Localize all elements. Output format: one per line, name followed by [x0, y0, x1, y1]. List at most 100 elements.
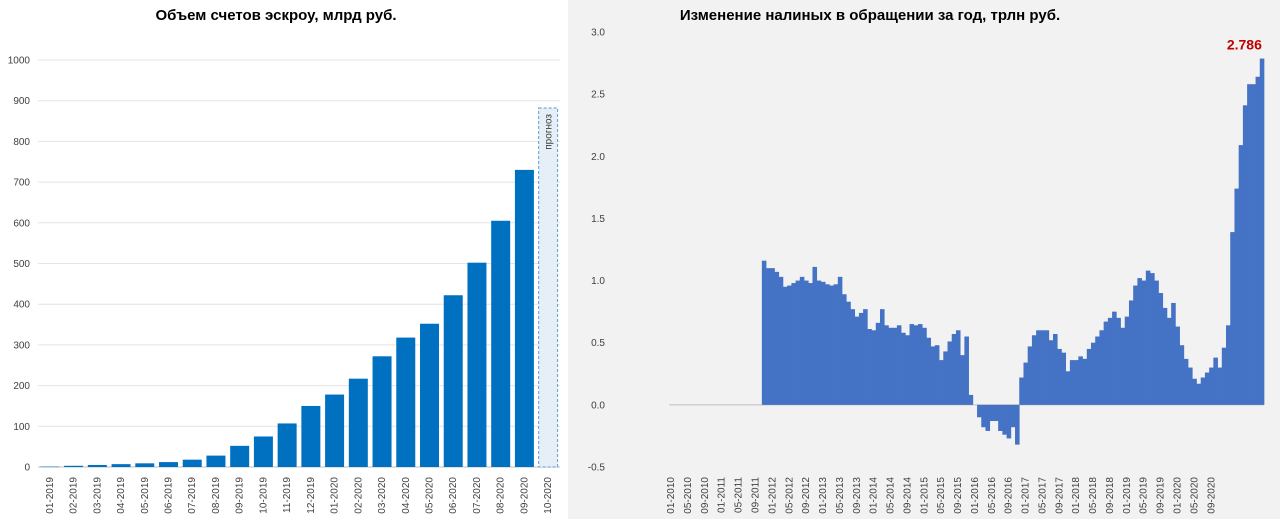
bar	[985, 404, 991, 431]
bar	[829, 285, 834, 405]
x-tick-label: 05-2012	[784, 477, 795, 514]
y-tick-label: 900	[13, 96, 30, 107]
bar	[1251, 84, 1256, 405]
bar	[846, 301, 851, 405]
bar	[64, 465, 84, 467]
bar	[1086, 348, 1092, 405]
x-tick-label: 10-2020	[543, 477, 554, 514]
bar	[977, 404, 982, 418]
bar	[795, 280, 801, 405]
bar	[1065, 371, 1071, 405]
x-tick-label: 01-2010	[666, 477, 677, 514]
bar	[1112, 311, 1117, 405]
bar	[1107, 317, 1113, 405]
bar	[1023, 362, 1029, 405]
bar	[1078, 356, 1083, 405]
bar	[135, 463, 155, 467]
x-tick-label: 01-2013	[818, 477, 829, 514]
bar	[1006, 404, 1012, 439]
bar	[491, 220, 511, 467]
x-tick-label: 03-2019	[92, 477, 103, 514]
bar	[1137, 278, 1142, 405]
bar	[1082, 358, 1088, 405]
bar	[787, 285, 792, 405]
x-tick-label: 05-2019	[140, 477, 151, 514]
bar	[1183, 358, 1189, 405]
y-tick-label: 300	[13, 340, 30, 351]
x-tick-label: 05-2011	[734, 477, 745, 513]
x-tick-label: 04-2019	[116, 477, 127, 514]
bar	[939, 360, 944, 405]
y-tick-label: 2.5	[591, 90, 605, 101]
x-tick-label: 09-2011	[751, 477, 762, 513]
x-tick-label: 09-2019	[1156, 477, 1167, 514]
bar	[1234, 188, 1240, 405]
bar	[947, 341, 953, 405]
x-tick-label: 05-2014	[886, 477, 897, 514]
x-tick-label: 02-2019	[69, 477, 80, 514]
x-tick-label: 01-2020	[1172, 477, 1183, 514]
x-tick-label: 09-2018	[1105, 477, 1116, 514]
cash-chart-panel: Изменение налиных в обращении за год, тр…	[568, 0, 1280, 519]
x-tick-label: 09-2013	[852, 477, 863, 514]
bar	[833, 284, 839, 405]
bar	[960, 355, 965, 405]
bar	[301, 405, 321, 467]
bar	[1158, 293, 1164, 405]
x-tick-label: 03-2020	[377, 477, 388, 514]
y-tick-label: -0.5	[588, 463, 606, 474]
bar	[420, 323, 439, 467]
bar	[1019, 377, 1024, 405]
bar	[1175, 326, 1180, 405]
x-tick-label: 01-2015	[919, 477, 930, 514]
bar	[766, 268, 771, 405]
bar	[1226, 325, 1231, 405]
bar	[778, 276, 784, 405]
bar	[926, 337, 931, 405]
bar	[863, 309, 868, 405]
bar	[87, 464, 107, 467]
bar	[1188, 367, 1193, 405]
x-tick-label: 09-2019	[235, 477, 246, 514]
bar	[1154, 280, 1159, 405]
bar	[1145, 270, 1151, 405]
bar	[884, 325, 889, 405]
bar	[1179, 345, 1185, 405]
bar	[875, 322, 881, 405]
bar	[1162, 307, 1168, 405]
bar	[443, 295, 463, 467]
x-tick-label: 09-2020	[519, 477, 530, 514]
x-tick-label: 01-2017	[1021, 477, 1032, 514]
y-tick-label: 600	[13, 218, 30, 229]
bar	[206, 455, 226, 467]
cash-chart: Изменение налиных в обращении за год, тр…	[588, 7, 1265, 514]
x-tick-label: 01-2018	[1071, 477, 1082, 514]
bar	[782, 286, 788, 405]
bar	[825, 284, 830, 405]
forecast-box	[538, 107, 559, 468]
cash-chart-title: Изменение налиных в обращении за год, тр…	[680, 7, 1060, 24]
bar	[993, 404, 999, 422]
bar	[1099, 330, 1104, 405]
bar	[1221, 347, 1227, 405]
bar	[1124, 316, 1130, 405]
y-tick-label: 700	[13, 178, 30, 189]
bar	[1230, 232, 1235, 405]
y-tick-label: 2.0	[591, 152, 605, 163]
bar	[1027, 346, 1033, 405]
bar	[1255, 76, 1261, 405]
x-tick-label: 08-2019	[211, 477, 222, 514]
bar	[467, 262, 487, 467]
bar	[1036, 330, 1041, 405]
x-tick-label: 09-2012	[801, 477, 812, 514]
bar	[951, 334, 957, 405]
bar	[277, 423, 297, 467]
bar	[1002, 404, 1007, 435]
x-tick-label: 05-2017	[1037, 477, 1048, 514]
bar	[981, 404, 986, 428]
y-tick-label: 1.0	[591, 276, 605, 287]
bar	[1209, 367, 1214, 405]
x-tick-label: 05-2015	[936, 477, 947, 514]
x-tick-label: 09-2010	[700, 477, 711, 514]
bar	[1061, 352, 1067, 405]
